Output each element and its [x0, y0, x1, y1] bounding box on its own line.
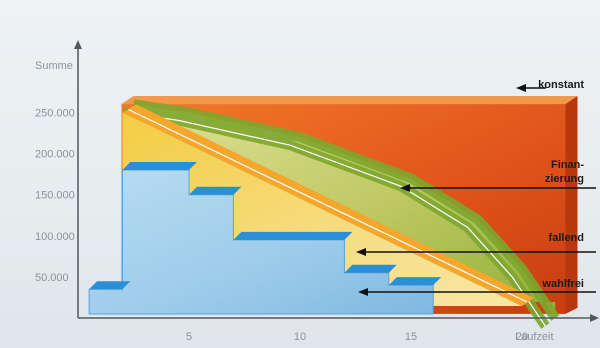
x-tick-label: 10 — [294, 331, 306, 343]
callout-label: fallend — [549, 232, 584, 244]
callout-arrow-icon — [356, 248, 366, 256]
y-axis — [74, 40, 82, 318]
callout-label: zierung — [545, 173, 584, 185]
y-tick-label: 200.000 — [35, 149, 75, 161]
y-tick-label: 100.000 — [35, 231, 75, 243]
x-tick-label: 20 — [516, 331, 528, 343]
x-tick-label: 5 — [186, 331, 192, 343]
x-axis-label: Laufzeit — [515, 331, 554, 343]
series-wahlfrei-step-top — [388, 277, 442, 286]
series-layer — [88, 96, 578, 329]
y-axis-arrow-icon — [74, 40, 82, 49]
series-wahlfrei-step-top — [89, 281, 131, 290]
series-konstant-side — [565, 96, 578, 314]
x-axis-arrow-icon — [590, 314, 599, 322]
callout-arrow-icon — [400, 184, 410, 192]
series-konstant-top — [121, 96, 578, 105]
series-wahlfrei-step-top — [122, 162, 197, 171]
y-tick-label: 50.000 — [35, 272, 69, 284]
callout-label: konstant — [538, 79, 584, 91]
x-tick-label: 15 — [405, 331, 417, 343]
series-wahlfrei-step-top — [344, 264, 397, 273]
x-axis — [78, 314, 599, 322]
y-axis-label: Summe — [35, 60, 73, 72]
y-tick-label: 250.000 — [35, 108, 75, 120]
tick-labels: 5 10 15 20 50.000 100.000 150.000 200.000 250.00… — [35, 108, 528, 344]
series-wahlfrei-step-top — [233, 231, 353, 240]
callout-arrow-icon — [358, 288, 368, 296]
callout-arrow-icon — [516, 84, 526, 92]
series-wahlfrei-step-top — [189, 186, 242, 195]
series-finanzierung-edge — [123, 111, 546, 327]
callout-label: Finan- — [551, 159, 584, 171]
y-tick-label: 150.000 — [35, 190, 75, 202]
series-fallend-edge — [128, 108, 528, 303]
callout-label: wahlfrei — [541, 278, 584, 290]
callouts: konstant Finan-zierung fallend wahlfrei — [356, 79, 596, 296]
